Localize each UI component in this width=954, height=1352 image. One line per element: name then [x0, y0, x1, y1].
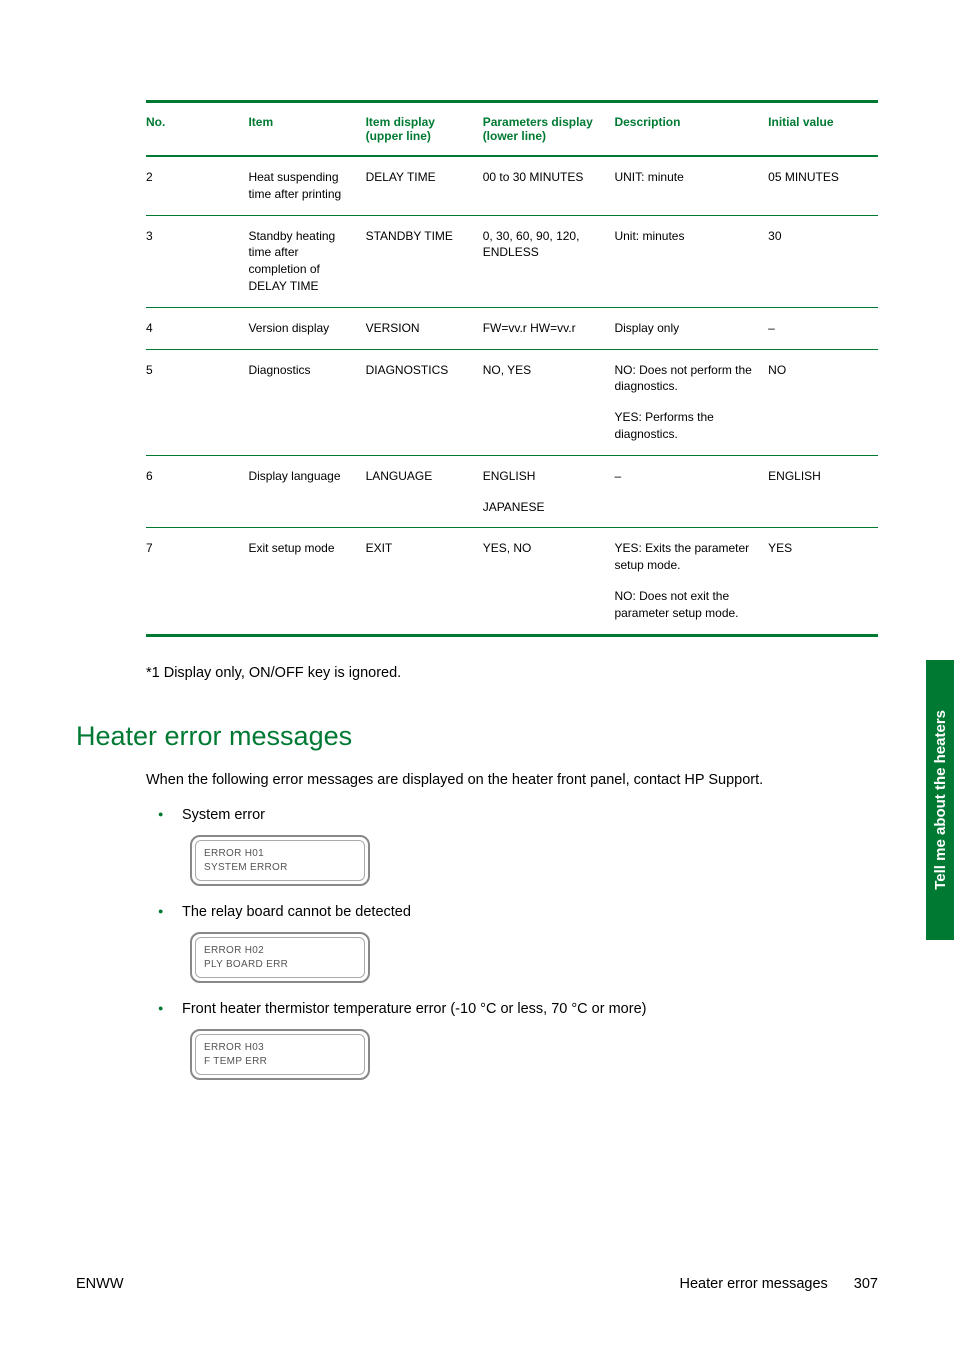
cell-item: Diagnostics [248, 349, 365, 455]
side-tab-label: Tell me about the heaters [932, 710, 949, 890]
footnote: *1 Display only, ON/OFF key is ignored. [146, 665, 878, 681]
table-row: 2Heat suspending time after printingDELA… [146, 156, 878, 215]
section-intro: When the following error messages are di… [146, 770, 878, 792]
cell-initial: – [768, 307, 878, 349]
cell-initial: ENGLISH [768, 455, 878, 528]
cell-description: NO: Does not perform the diagnostics. YES… [614, 349, 768, 455]
cell-parameters: FW=vv.r HW=vv.r [483, 307, 615, 349]
cell-description: Unit: minutes [614, 215, 768, 307]
parameters-line: ENGLISH [483, 468, 607, 485]
col-no: No. [146, 102, 248, 157]
description-paragraph: YES: Exits the parameter setup mode. [614, 540, 760, 574]
error-label: System error [182, 807, 878, 823]
table-row: 7Exit setup modeEXITYES, NOYES: Exits th… [146, 528, 878, 635]
cell-parameters: ENGLISH JAPANESE [483, 455, 615, 528]
lcd-line-1: ERROR H03 [204, 1041, 356, 1055]
cell-initial: YES [768, 528, 878, 635]
cell-description: – [614, 455, 768, 528]
page-footer: ENWW Heater error messages 307 [76, 1276, 878, 1292]
error-label: Front heater thermistor temperature erro… [182, 1001, 878, 1017]
description-paragraph: NO: Does not exit the parameter setup mo… [614, 588, 760, 622]
error-list: System error ERROR H01SYSTEM ERROR The rel… [146, 807, 878, 1080]
lcd-inner: ERROR H03F TEMP ERR [195, 1034, 365, 1075]
cell-no: 4 [146, 307, 248, 349]
parameter-table: No. Item Item display (upper line) Param… [146, 100, 878, 637]
cell-description: UNIT: minute [614, 156, 768, 215]
cell-parameters: 0, 30, 60, 90, 120, ENDLESS [483, 215, 615, 307]
parameters-line: JAPANESE [483, 499, 607, 516]
cell-description: YES: Exits the parameter setup mode. NO: … [614, 528, 768, 635]
cell-item-display: DIAGNOSTICS [366, 349, 483, 455]
cell-no: 6 [146, 455, 248, 528]
cell-item-display: LANGUAGE [366, 455, 483, 528]
cell-no: 3 [146, 215, 248, 307]
cell-parameters: NO, YES [483, 349, 615, 455]
cell-parameters: 00 to 30 MINUTES [483, 156, 615, 215]
table-row: 6Display languageLANGUAGEENGLISHJAPANESE… [146, 455, 878, 528]
cell-no: 2 [146, 156, 248, 215]
cell-item: Display language [248, 455, 365, 528]
cell-item-display: STANDBY TIME [366, 215, 483, 307]
description-paragraph: – [614, 468, 760, 485]
col-item: Item [248, 102, 365, 157]
lcd-display: ERROR H01SYSTEM ERROR [190, 835, 370, 886]
footer-right-label: Heater error messages [680, 1276, 828, 1292]
col-description: Description [614, 102, 768, 157]
lcd-display: ERROR H03F TEMP ERR [190, 1029, 370, 1080]
side-tab: Tell me about the heaters [926, 660, 954, 940]
lcd-inner: ERROR H02PLY BOARD ERR [195, 937, 365, 978]
lcd-line-2: SYSTEM ERROR [204, 861, 356, 875]
cell-item: Exit setup mode [248, 528, 365, 635]
description-paragraph: Unit: minutes [614, 228, 760, 245]
cell-item-display: EXIT [366, 528, 483, 635]
cell-initial: 05 MINUTES [768, 156, 878, 215]
cell-item: Version display [248, 307, 365, 349]
table-body: 2Heat suspending time after printingDELA… [146, 156, 878, 635]
table-row: 5DiagnosticsDIAGNOSTICSNO, YESNO: Does n… [146, 349, 878, 455]
col-initial: Initial value [768, 102, 878, 157]
col-item-display: Item display (upper line) [366, 102, 483, 157]
error-item: System error ERROR H01SYSTEM ERROR [146, 807, 878, 886]
cell-description: Display only [614, 307, 768, 349]
section-title: Heater error messages [76, 721, 878, 752]
cell-no: 5 [146, 349, 248, 455]
description-paragraph: YES: Performs the diagnostics. [614, 409, 760, 443]
cell-parameters: YES, NO [483, 528, 615, 635]
description-paragraph: UNIT: minute [614, 169, 760, 186]
table-header-row: No. Item Item display (upper line) Param… [146, 102, 878, 157]
cell-item-display: VERSION [366, 307, 483, 349]
cell-item-display: DELAY TIME [366, 156, 483, 215]
cell-initial: 30 [768, 215, 878, 307]
table-row: 3Standby heating time after completion o… [146, 215, 878, 307]
cell-no: 7 [146, 528, 248, 635]
description-paragraph: Display only [614, 320, 760, 337]
lcd-display: ERROR H02PLY BOARD ERR [190, 932, 370, 983]
lcd-line-2: F TEMP ERR [204, 1055, 356, 1069]
lcd-line-1: ERROR H01 [204, 847, 356, 861]
footer-left: ENWW [76, 1276, 124, 1292]
cell-item: Standby heating time after completion of… [248, 215, 365, 307]
error-label: The relay board cannot be detected [182, 904, 878, 920]
cell-item: Heat suspending time after printing [248, 156, 365, 215]
error-item: Front heater thermistor temperature erro… [146, 1001, 878, 1080]
error-item: The relay board cannot be detected ERROR … [146, 904, 878, 983]
lcd-inner: ERROR H01SYSTEM ERROR [195, 840, 365, 881]
cell-initial: NO [768, 349, 878, 455]
footer-page-number: 307 [854, 1276, 878, 1292]
table-row: 4Version displayVERSIONFW=vv.r HW=vv.rDi… [146, 307, 878, 349]
col-parameters: Parameters display (lower line) [483, 102, 615, 157]
description-paragraph: NO: Does not perform the diagnostics. [614, 362, 760, 396]
lcd-line-2: PLY BOARD ERR [204, 958, 356, 972]
lcd-line-1: ERROR H02 [204, 944, 356, 958]
